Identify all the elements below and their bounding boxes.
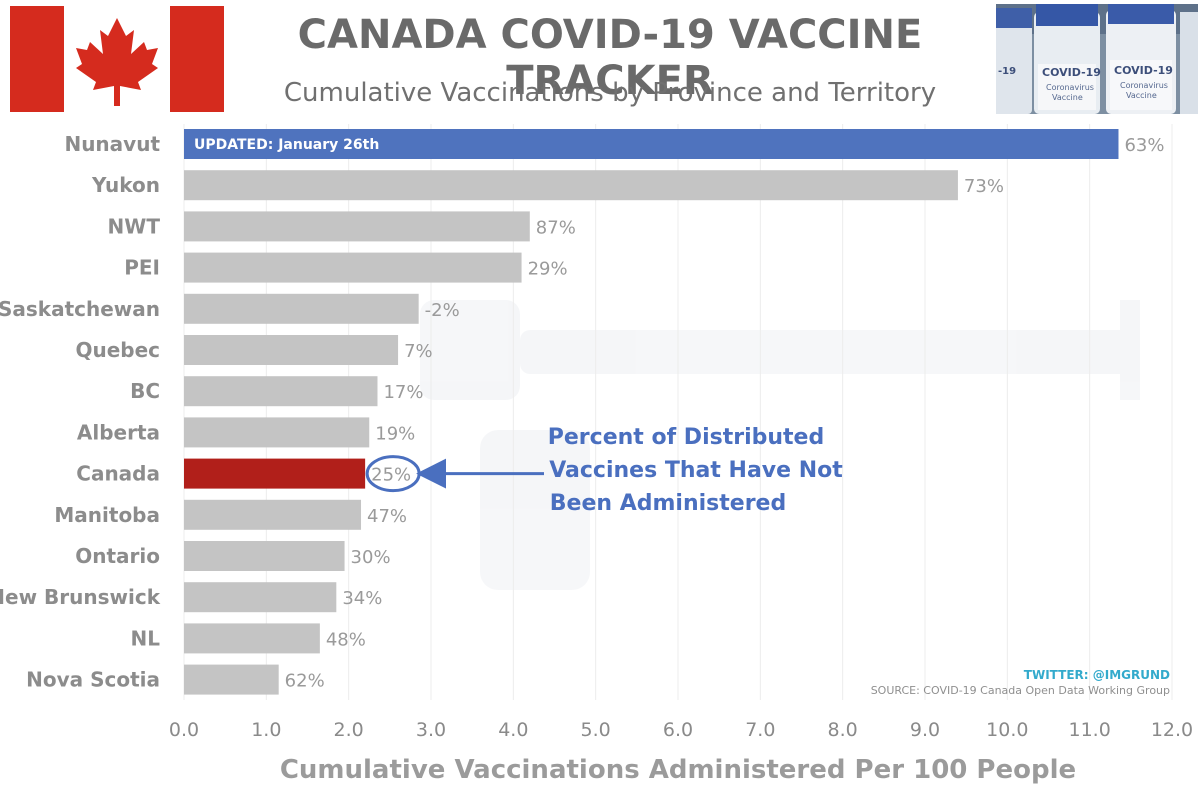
category-label: Quebec [75,338,160,362]
vaccine-vials-photo: -19 COVID-19 Coronavirus Vaccine COVID-1… [996,4,1198,114]
x-tick-label: 11.0 [1069,719,1111,741]
x-tick-label: 3.0 [416,719,446,741]
category-label: Canada [76,462,160,486]
bar [184,376,378,407]
x-tick-label: 5.0 [581,719,611,741]
category-label: New Brunswick [0,585,161,609]
category-labels: Nunavut Yukon NWT PEI Saskatchewan Quebec BC Al… [0,132,161,692]
vial-label-2: COVID-19 [1042,66,1101,79]
bar [184,417,370,448]
vial-label-7: Vaccine [1126,91,1157,100]
category-label: Nova Scotia [26,668,160,692]
bar [184,129,1119,159]
bar [184,458,366,489]
bar-value-label: 48% [326,629,366,650]
x-tick-label: 7.0 [745,719,775,741]
grid-lines [183,124,1173,700]
page-title: CANADA COVID-19 VACCINE TRACKER [297,12,923,104]
category-label: Ontario [75,544,160,568]
source-credit: SOURCE: COVID-19 Canada Open Data Workin… [871,684,1170,697]
bar-value-label: 25% [371,465,411,486]
x-tick-label: 1.0 [251,719,281,741]
bar-value-label: 34% [342,588,382,609]
vial-label-6: Coronavirus [1120,81,1168,90]
bars: 63% 73% 87% 29% -2% 7% 17% 19% 25% 47% 30% 34% 48%62… [184,129,1164,695]
x-tick-label: 0.0 [169,719,199,741]
bar-value-label: 29% [528,259,568,280]
category-label: PEI [124,256,160,280]
vial-label-1: -19 [998,66,1016,77]
x-axis-title: Cumulative Vaccinations Administered Per… [280,755,1076,785]
category-label: Yukon [91,173,160,197]
bar-value-label: -2% [425,300,460,321]
bar-value-label: 47% [367,506,407,527]
bar [184,211,530,242]
bar-value-label: 73% [964,176,1004,197]
x-tick-label: 12.0 [1151,719,1193,741]
bar [184,293,419,324]
bar-value-label: 19% [375,423,415,444]
bar-value-label: 17% [383,382,423,403]
category-label: Manitoba [54,503,160,527]
bar [184,582,337,613]
bar [184,252,522,283]
bar [184,664,279,695]
vial-label-5: COVID-19 [1114,64,1173,77]
category-label: Saskatchewan [0,297,160,321]
x-axis-ticks: 0.0 1.0 2.0 3.0 4.0 5.0 6.0 7.0 8.0 9.0 10.0 11.0 12… [169,719,1193,741]
bar-value-label: 30% [351,547,391,568]
vial-label-3: Coronavirus [1046,83,1094,92]
bar [184,499,362,530]
bar-value-label: 63% [1124,135,1164,156]
vial-label-4: Vaccine [1052,93,1083,102]
x-tick-label: 2.0 [334,719,364,741]
x-tick-label: 8.0 [828,719,858,741]
bar [184,170,958,201]
category-label: BC [130,379,160,403]
bar-value-label: 87% [536,217,576,238]
annotation-line-3: Been Administered [550,491,786,516]
category-label: Nunavut [64,132,160,156]
page-subtitle: Cumulative Vaccinations by Province and … [283,78,937,108]
category-label: Alberta [77,420,160,444]
annotation-line-2: Vaccines That Have Not [549,458,843,483]
twitter-credit: TWITTER: @IMGRUND [1024,668,1170,682]
x-tick-label: 6.0 [663,719,693,741]
bar-value-label: 7% [404,341,433,362]
x-tick-label: 9.0 [910,719,940,741]
bar-value-label: 62% [285,671,325,692]
x-tick-label: 4.0 [498,719,528,741]
bar [184,335,399,365]
category-label: NL [131,626,161,650]
annotation-line-1: Percent of Distributed [548,425,824,450]
canada-flag-icon [10,6,224,112]
updated-banner: UPDATED: January 26th [194,137,379,153]
annotation-text: Percent of Distributed Vaccines That Hav… [548,425,843,516]
syringe-watermark [420,300,1140,590]
x-tick-label: 10.0 [986,719,1028,741]
bar [184,623,320,654]
bar [184,541,345,571]
category-label: NWT [108,214,161,238]
